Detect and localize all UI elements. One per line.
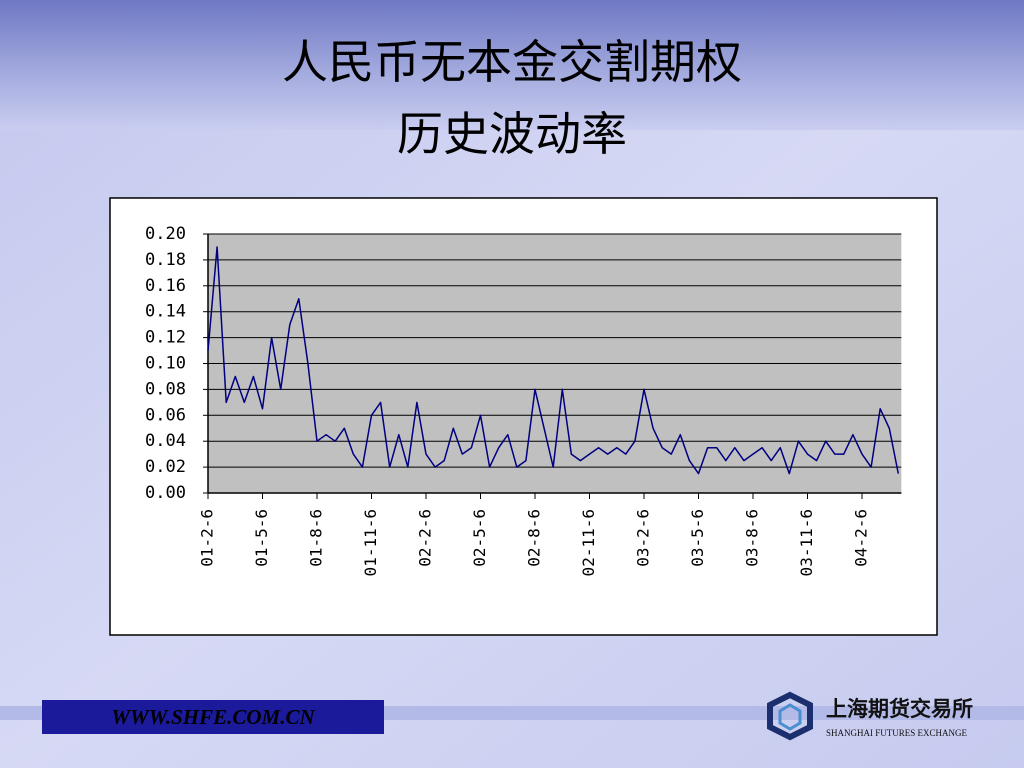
footer-box	[42, 700, 384, 734]
y-tick-label: 0.14	[145, 302, 186, 322]
x-tick-label: 04-2-6	[852, 509, 871, 567]
x-tick-label: 03-2-6	[634, 509, 653, 567]
x-tick-label: 03-5-6	[688, 509, 707, 567]
x-tick-label: 01-2-6	[198, 509, 217, 567]
x-tick-label: 01-5-6	[252, 509, 271, 567]
x-tick-label: 01-11-6	[361, 509, 380, 576]
y-tick-label: 0.10	[145, 354, 186, 374]
y-tick-label: 0.00	[145, 483, 186, 503]
logo-icon	[767, 691, 813, 741]
line-series	[207, 246, 900, 475]
y-tick-label: 0.18	[145, 250, 186, 270]
x-tick-label: 02-5-6	[470, 509, 489, 567]
logo-english: SHANGHAI FUTURES EXCHANGE	[826, 728, 968, 738]
footer-url: WWW.SHFE.COM.CN	[111, 705, 315, 729]
y-tick-label: 0.06	[145, 405, 186, 425]
y-tick-label: 0.02	[145, 457, 186, 477]
y-tick-label: 0.12	[145, 328, 186, 348]
logo-chinese: 上海期货交易所	[826, 696, 973, 721]
x-tick-label: 02-11-6	[579, 509, 598, 576]
x-tick-label: 03-11-6	[797, 509, 816, 576]
y-tick-label: 0.20	[145, 224, 186, 244]
y-tick-label: 0.08	[145, 379, 186, 399]
chart-subtitle: 历史波动率	[397, 107, 627, 161]
x-tick-label: 03-8-6	[743, 509, 762, 567]
x-tick-label: 01-8-6	[307, 509, 326, 567]
y-tick-label: 0.04	[145, 431, 186, 451]
x-tick-label: 02-8-6	[525, 509, 544, 567]
plot: 0.00 0.02 0.04 0.06 0.08 0.10 0.12 0.14 0.16 0.18…	[145, 224, 902, 576]
chart-title: 人民币无本金交割期权	[282, 35, 742, 89]
y-tick-label: 0.16	[145, 276, 186, 296]
banner	[0, 0, 1024, 130]
x-tick-label: 02-2-6	[416, 509, 435, 567]
